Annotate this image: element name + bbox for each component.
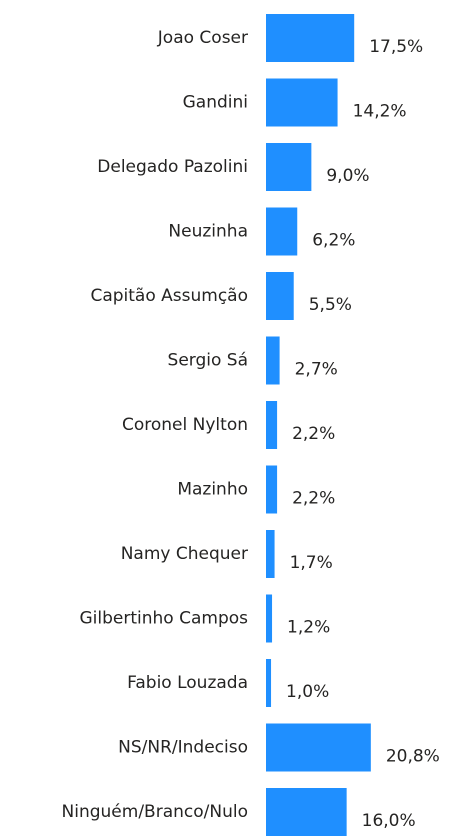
- category-label: Delegado Pazolini: [97, 157, 248, 177]
- bar: [266, 207, 298, 256]
- value-label: 6,2%: [312, 231, 355, 251]
- value-label: 17,5%: [369, 37, 423, 57]
- bar: [266, 465, 278, 514]
- value-label: 5,5%: [309, 295, 352, 315]
- category-label: Joao Coser: [157, 28, 248, 48]
- category-label: Ninguém/Branco/Nulo: [62, 802, 248, 822]
- category-label: Gandini: [183, 93, 248, 113]
- category-label: Capitão Assumção: [90, 286, 248, 306]
- value-label: 20,8%: [386, 747, 440, 767]
- value-label: 2,2%: [292, 489, 335, 509]
- value-label: 1,7%: [290, 553, 333, 573]
- bar: [266, 788, 347, 836]
- bar: [266, 14, 355, 62]
- category-label: Coronel Nylton: [122, 415, 248, 435]
- bar: [266, 594, 273, 643]
- category-label: Sergio Sá: [168, 351, 248, 371]
- category-label: Gilbertinho Campos: [80, 609, 249, 629]
- bar: [266, 272, 294, 320]
- bar: [266, 659, 272, 707]
- bar: [266, 723, 371, 772]
- value-label: 2,2%: [292, 424, 335, 444]
- value-label: 2,7%: [295, 360, 338, 380]
- bar: [266, 336, 280, 385]
- value-label: 16,0%: [362, 811, 416, 831]
- bar: [266, 143, 312, 191]
- value-label: 9,0%: [326, 166, 369, 186]
- bar: [266, 401, 278, 449]
- value-label: 1,0%: [286, 682, 329, 702]
- category-label: Mazinho: [177, 480, 248, 500]
- value-label: 1,2%: [287, 618, 330, 638]
- category-label: Namy Chequer: [121, 544, 248, 564]
- category-label: Neuzinha: [168, 222, 248, 242]
- category-label: Fabio Louzada: [127, 673, 248, 693]
- bar: [266, 78, 338, 127]
- category-label: NS/NR/Indeciso: [118, 738, 248, 758]
- value-label: 14,2%: [353, 102, 407, 122]
- bar: [266, 530, 275, 578]
